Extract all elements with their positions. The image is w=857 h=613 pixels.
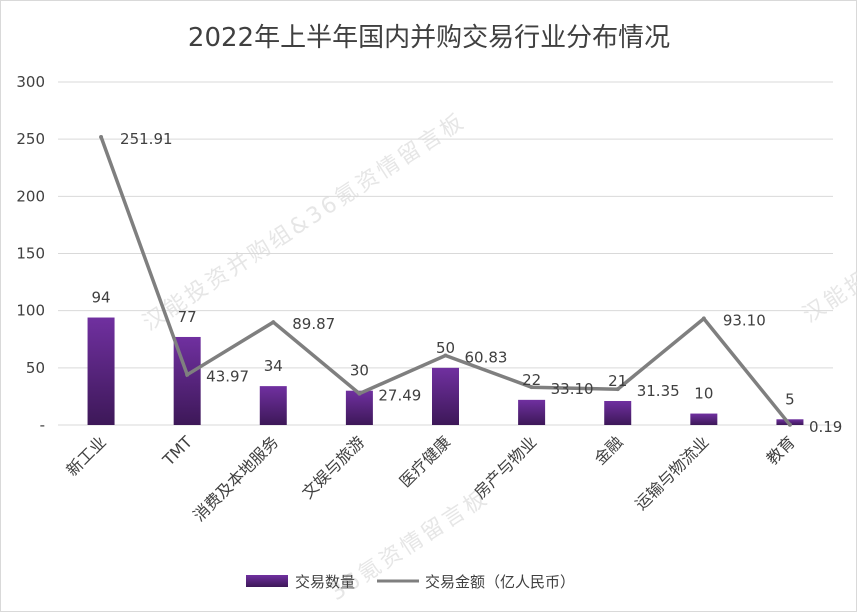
x-category-label: 教育 xyxy=(763,432,799,468)
watermark-text: 汉能投 xyxy=(799,266,857,328)
line-value-label: 0.19 xyxy=(809,418,842,436)
y-tick-label: - xyxy=(40,416,45,434)
line-point xyxy=(701,316,706,321)
line-value-label: 89.87 xyxy=(292,315,335,333)
bar xyxy=(259,386,287,425)
bar-value-label: 5 xyxy=(785,390,795,408)
line-value-label: 33.10 xyxy=(551,380,594,398)
line-point xyxy=(529,385,534,390)
x-category-label: 新工业 xyxy=(62,432,109,479)
line-point xyxy=(615,387,620,392)
bar-value-label: 34 xyxy=(264,357,283,375)
chart-title: 2022年上半年国内并购交易行业分布情况 xyxy=(188,23,670,53)
bar-value-label: 50 xyxy=(436,339,455,357)
y-tick-label: 200 xyxy=(16,187,45,205)
x-category-label: TMT xyxy=(158,432,196,470)
y-tick-label: 150 xyxy=(16,245,45,263)
bar xyxy=(87,317,115,425)
line-value-label: 60.83 xyxy=(465,348,508,366)
line-series xyxy=(99,134,792,427)
bar-value-label: 21 xyxy=(608,372,627,390)
y-tick-label: 250 xyxy=(16,130,45,148)
bar xyxy=(690,413,718,425)
y-tick-label: 50 xyxy=(26,359,45,377)
line-point xyxy=(787,422,792,427)
x-category-label: 运输与物流业 xyxy=(631,432,712,513)
y-axis-ticks: - 50 100 150 200 250 300 xyxy=(16,73,45,434)
line-value-label: 31.35 xyxy=(637,382,680,400)
line-data-labels: 251.91 43.97 89.87 27.49 60.83 33.10 31.35 93.1… xyxy=(120,130,842,436)
x-category-label: 房产与物业 xyxy=(470,432,540,502)
bar xyxy=(432,367,459,425)
legend-line-label: 交易金额（亿人民币） xyxy=(425,573,575,591)
y-tick-label: 100 xyxy=(16,302,45,320)
x-category-label: 文娱与旅游 xyxy=(298,432,368,502)
x-category-label: 医疗健康 xyxy=(396,432,455,491)
line-point xyxy=(185,372,190,377)
bar-value-label: 77 xyxy=(178,308,197,326)
line-value-label: 43.97 xyxy=(206,368,249,386)
y-tick-label: 300 xyxy=(16,73,45,91)
bar-value-label: 22 xyxy=(522,371,541,389)
line-point xyxy=(357,391,362,396)
legend-bar-label: 交易数量 xyxy=(295,573,355,591)
bar xyxy=(518,399,546,425)
line-point xyxy=(99,134,104,139)
bar xyxy=(345,390,373,425)
line-point xyxy=(271,320,276,325)
legend: 交易数量 交易金额（亿人民币） xyxy=(246,573,575,591)
line-point xyxy=(443,353,448,358)
bar-value-label: 30 xyxy=(350,362,369,380)
bar-value-label: 10 xyxy=(694,385,713,403)
watermark-text: 汉能投资并购组&36氪资情留言板 xyxy=(139,109,471,336)
legend-bar-swatch xyxy=(246,575,288,587)
bar-data-labels: 94 77 34 30 50 22 21 10 5 xyxy=(92,289,795,409)
line-value-label: 27.49 xyxy=(378,387,421,405)
line-value-label: 93.10 xyxy=(723,312,766,330)
bar-series xyxy=(87,317,804,425)
line-value-label: 251.91 xyxy=(120,130,173,148)
bar xyxy=(604,400,632,425)
x-category-label: 消费及本地服务 xyxy=(189,432,282,525)
bar-value-label: 94 xyxy=(92,289,111,307)
x-category-label: 金融 xyxy=(590,432,626,468)
